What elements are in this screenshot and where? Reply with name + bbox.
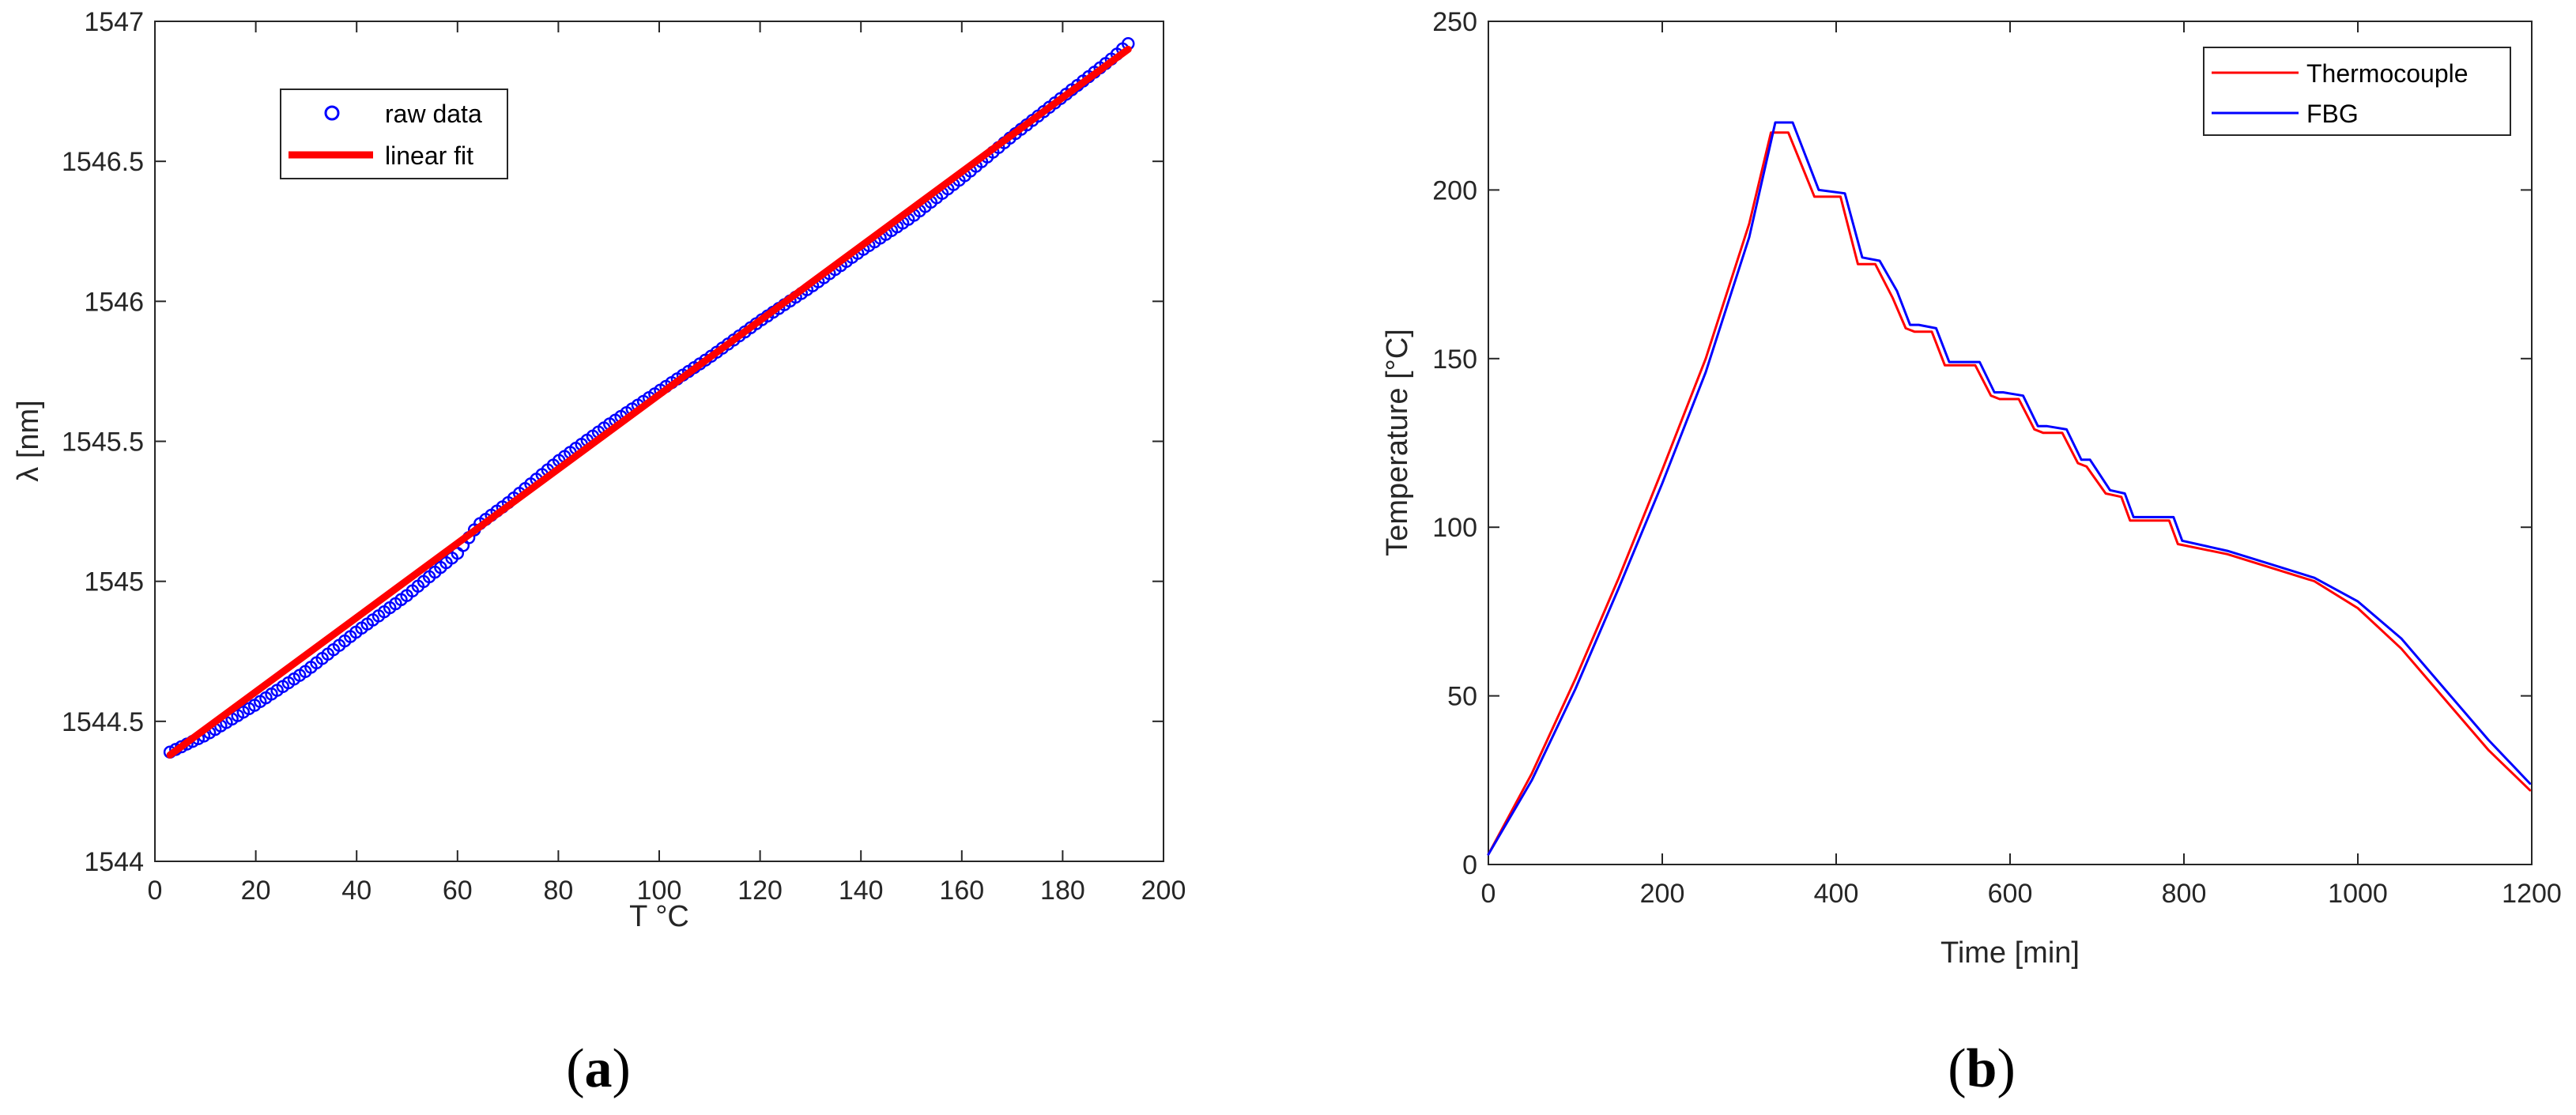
panel-label-a-close: ) [613,1038,631,1099]
x-tick-label: 160 [939,876,984,906]
chart-b-y-ticks: 0 50 100 150 200 250 [1432,7,2532,880]
x-tick-label: 200 [1141,876,1186,906]
panel-label-b: (b) [1948,1038,2016,1099]
panel-label-a: (a) [566,1038,631,1099]
x-tick-label: 0 [148,876,163,906]
x-tick-label: 400 [1814,879,1859,909]
chart-a-legend: raw data linear fit [280,89,508,179]
panel-label-b-letter: b [1967,1038,1997,1099]
chart-b: 0 200 400 600 800 1000 1200 0 50 100 150 200 250 Ti… [1381,7,2562,970]
y-tick-label: 1546 [84,287,144,317]
panel-label-b-close: ) [1997,1038,2015,1099]
x-tick-label: 1000 [2328,879,2388,909]
legend-label-linear-fit: linear fit [385,141,473,170]
x-tick-label: 0 [1481,879,1496,909]
panel-label-a-letter: a [585,1038,613,1099]
chart-a: 0 20 40 60 80 100 120 140 160 180 200 15441544.515… [12,7,1186,933]
chart-a-series [163,37,1135,759]
panel-label-b-open: ( [1948,1038,1966,1099]
x-tick-label: 100 [637,876,682,906]
x-tick-label: 80 [543,876,573,906]
series-linear-fit-line [166,45,1132,759]
chart-b-x-ticks: 0 200 400 600 800 1000 1200 [1481,21,2562,909]
x-tick-label: 140 [839,876,884,906]
series-fbg-line [1487,121,2532,856]
chart-b-series [1487,121,2532,856]
x-tick-label: 200 [1640,879,1685,909]
x-tick-label: 20 [241,876,271,906]
chart-a-x-axis-label: T °C [629,900,689,933]
x-tick-label: 180 [1040,876,1085,906]
y-tick-label: 1546.5 [62,147,144,177]
chart-a-y-ticks: 1544 1544.5 1545 1545.5 1546 1546.5 1547 [62,7,1164,877]
y-tick-label: 150 [1432,345,1477,375]
legend-label-fbg: FBG [2306,100,2359,128]
y-tick-label: 250 [1432,7,1477,37]
chart-a-y-axis-label: λ [nm] [12,400,45,481]
y-tick-label: 1544 [84,847,144,877]
y-tick-label: 0 [1462,850,1477,880]
chart-b-plot-area [1488,21,2533,865]
x-tick-label: 800 [2162,879,2207,909]
x-tick-label: 120 [737,876,783,906]
chart-b-legend: Thermocouple FBG [2203,47,2511,136]
y-tick-label: 200 [1432,175,1477,205]
chart-b-x-axis-label: Time [min] [1940,936,2080,970]
series-thermocouple-line [1487,131,2532,856]
y-tick-label: 1547 [84,7,144,37]
y-tick-label: 100 [1432,513,1477,543]
chart-a-legend-box [280,89,508,179]
y-tick-label: 1545.5 [62,428,144,458]
legend-label-raw-data: raw data [385,100,482,128]
legend-label-thermocouple: Thermocouple [2306,59,2469,88]
chart-b-y-axis-label: Temperature [°C] [1381,329,1414,556]
legend-marker-raw-data [324,105,340,121]
y-tick-label: 1544.5 [62,707,144,737]
x-tick-label: 600 [1988,879,2033,909]
panel-label-a-open: ( [566,1038,584,1099]
x-tick-label: 1200 [2502,879,2562,909]
y-tick-label: 50 [1447,682,1477,712]
chart-a-x-ticks: 0 20 40 60 80 100 120 140 160 180 200 [148,21,1186,906]
x-tick-label: 40 [341,876,372,906]
x-tick-label: 60 [443,876,473,906]
y-tick-label: 1545 [84,567,144,597]
chart-b-legend-box [2203,47,2511,136]
